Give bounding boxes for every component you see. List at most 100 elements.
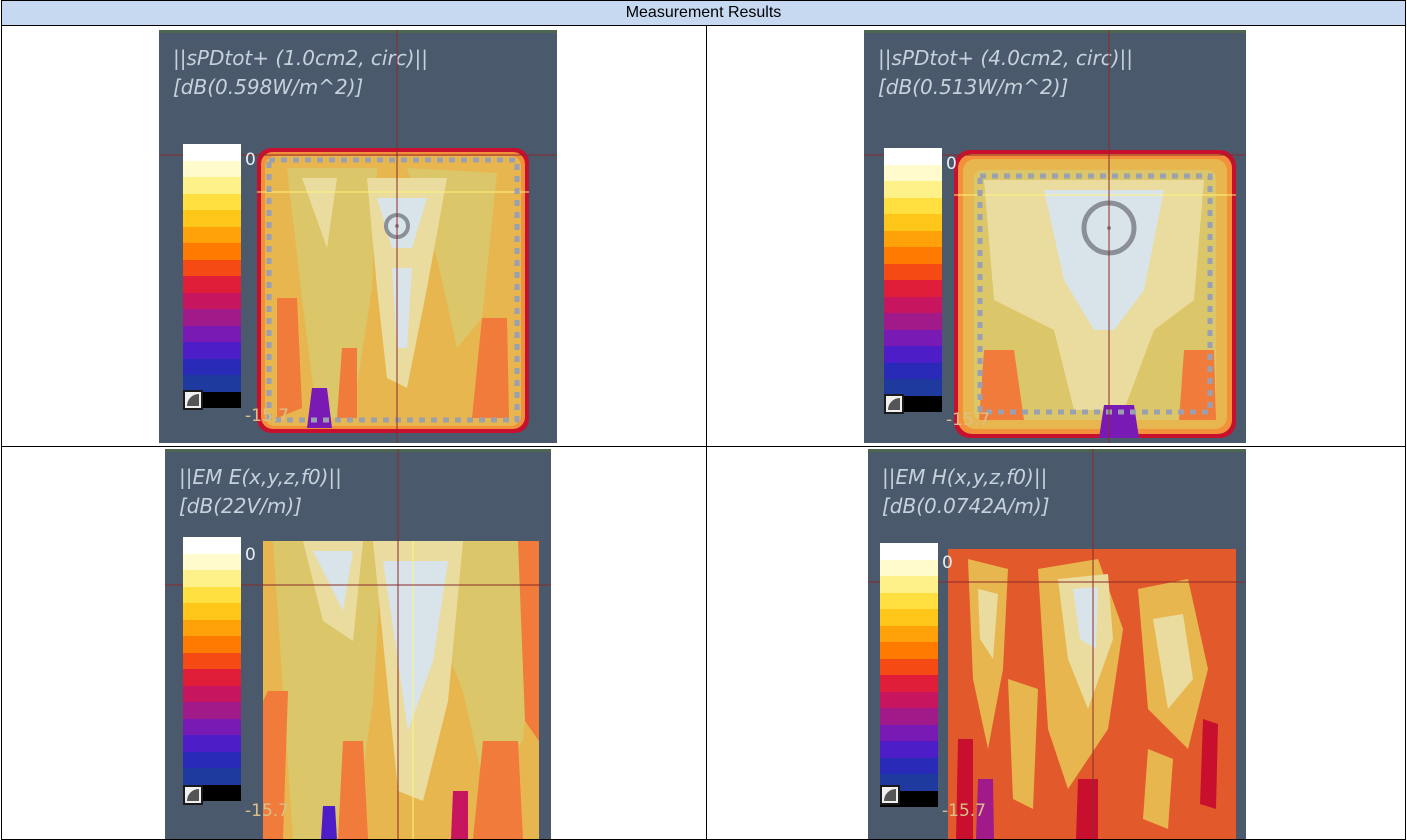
plot-title-quantity: ||EM H(x,y,z,f0)|| [882, 465, 1048, 489]
panel-top-strip [165, 449, 551, 452]
color-scale-segment [880, 724, 938, 741]
color-scale-segment [183, 570, 241, 587]
color-scale-segment [884, 164, 942, 181]
color-scale-segment [880, 642, 938, 659]
color-scale-segment [183, 652, 241, 669]
color-scale-segment [880, 675, 938, 692]
plot-title-reference: [dB(0.0742A/m)] [882, 494, 1050, 518]
color-scale-segment [183, 177, 241, 194]
color-scale-segment [880, 691, 938, 708]
color-scale-segment [880, 658, 938, 675]
scale-min-label: -15.7 [946, 410, 990, 430]
color-scale-segment [884, 197, 942, 214]
plot-title-quantity: ||sPDtot+ (1.0cm2, circ)|| [173, 46, 428, 70]
color-scale-segment [183, 669, 241, 686]
color-scale-segment [183, 276, 241, 293]
color-scale-segment [183, 603, 241, 620]
color-scale-segment [183, 292, 241, 309]
color-scale-segment [880, 625, 938, 642]
color-scale-segment [183, 342, 241, 359]
plot-title: ||EM H(x,y,z,f0)|| [dB(0.0742A/m)] [882, 463, 1050, 521]
row-divider [2, 446, 1405, 447]
plot-title-reference: [dB(22V/m)] [179, 494, 302, 518]
color-scale-segment [183, 243, 241, 260]
color-scale-segment [884, 148, 942, 165]
color-scale-bar [884, 148, 942, 412]
color-scale-bar [183, 537, 241, 801]
H-field-plot-panel: ||EM H(x,y,z,f0)|| [dB(0.0742A/m)] [868, 449, 1246, 839]
field-distribution-map [954, 150, 1236, 438]
color-scale-segment [880, 576, 938, 593]
panel-top-strip [868, 449, 1246, 452]
color-scale-bar [183, 144, 241, 408]
scale-max-label: 0 [245, 545, 256, 565]
color-scale-segment [183, 619, 241, 636]
color-scale-segment [884, 362, 942, 379]
color-scale-segment [880, 741, 938, 758]
plot-title-reference: [dB(0.598W/m^2)] [173, 75, 364, 99]
color-scale-bar [880, 543, 938, 807]
color-scale-segment [880, 609, 938, 626]
color-scale-segment [183, 586, 241, 603]
color-scale-segment [880, 757, 938, 774]
color-scale-segment [183, 226, 241, 243]
color-scale-segment [884, 230, 942, 247]
color-scale-segment [183, 193, 241, 210]
field-distribution-map [257, 148, 529, 433]
field-distribution-map [263, 541, 539, 839]
color-scale-segment [884, 263, 942, 280]
plot-title: ||sPDtot+ (4.0cm2, circ)|| [dB(0.513W/m^… [878, 44, 1133, 102]
map-view-icon [880, 785, 900, 805]
sPD-1cm2-plot-panel: ||sPDtot+ (1.0cm2, circ)|| [dB(0.598W/m^… [159, 30, 557, 443]
plot-title: ||sPDtot+ (1.0cm2, circ)|| [dB(0.598W/m^… [173, 44, 428, 102]
scale-max-label: 0 [245, 150, 256, 170]
color-scale-segment [880, 543, 938, 560]
color-scale-segment [183, 702, 241, 719]
table-header: Measurement Results [2, 1, 1405, 26]
scale-min-label: -15.7 [245, 406, 289, 426]
scale-min-label: -15.7 [942, 801, 986, 821]
plot-title-quantity: ||sPDtot+ (4.0cm2, circ)|| [878, 46, 1133, 70]
color-scale-segment [183, 358, 241, 375]
color-scale-segment [884, 280, 942, 297]
panel-top-strip [864, 30, 1246, 33]
plot-title-reference: [dB(0.513W/m^2)] [878, 75, 1069, 99]
color-scale-segment [884, 313, 942, 330]
plot-title-quantity: ||EM E(x,y,z,f0)|| [179, 465, 342, 489]
color-scale-segment [183, 325, 241, 342]
scale-max-label: 0 [942, 553, 953, 573]
field-distribution-map [948, 549, 1236, 839]
color-scale-segment [183, 636, 241, 653]
color-scale-segment [183, 309, 241, 326]
color-scale-segment [183, 160, 241, 177]
color-scale-segment [183, 553, 241, 570]
color-scale-segment [884, 329, 942, 346]
map-view-icon [183, 785, 203, 805]
scale-min-label: -15.7 [245, 801, 289, 821]
color-scale-segment [884, 296, 942, 313]
color-scale-segment [884, 346, 942, 363]
color-scale-segment [880, 708, 938, 725]
color-scale-segment [183, 735, 241, 752]
color-scale-segment [183, 210, 241, 227]
color-scale-segment [884, 379, 942, 396]
color-scale-segment [183, 751, 241, 768]
map-view-icon [183, 390, 203, 410]
color-scale-segment [183, 768, 241, 785]
color-scale-segment [183, 537, 241, 554]
plot-title: ||EM E(x,y,z,f0)|| [dB(22V/m)] [179, 463, 342, 521]
color-scale-segment [183, 375, 241, 392]
panel-top-strip [159, 30, 557, 33]
color-scale-segment [183, 144, 241, 161]
E-field-plot-panel: ||EM E(x,y,z,f0)|| [dB(22V/m)] 0 -15. [165, 449, 551, 839]
color-scale-segment [884, 247, 942, 264]
scale-max-label: 0 [946, 154, 957, 174]
color-scale-segment [183, 685, 241, 702]
sPD-4cm2-plot-panel: ||sPDtot+ (4.0cm2, circ)|| [dB(0.513W/m^… [864, 30, 1246, 443]
color-scale-segment [183, 718, 241, 735]
color-scale-segment [183, 259, 241, 276]
map-view-icon [884, 394, 904, 414]
column-divider [706, 26, 707, 839]
color-scale-segment [884, 181, 942, 198]
